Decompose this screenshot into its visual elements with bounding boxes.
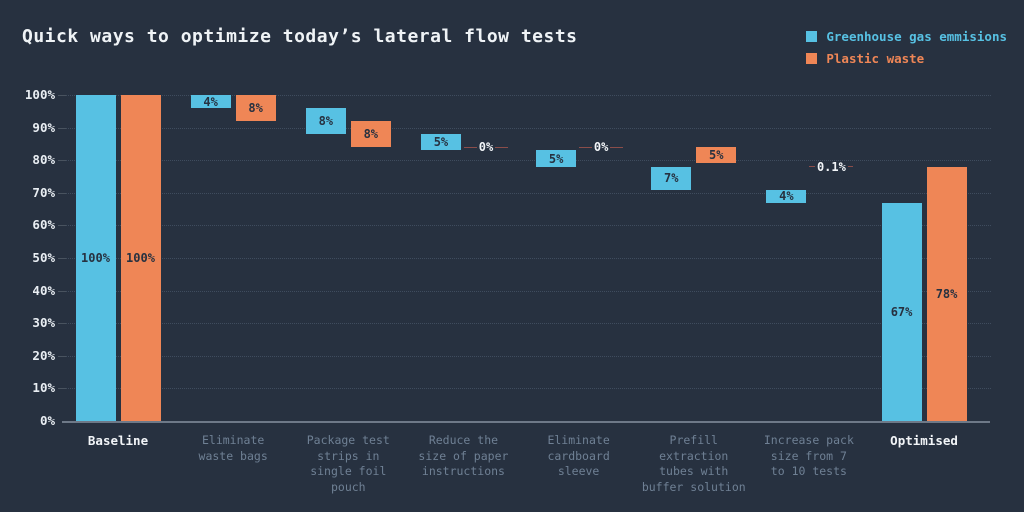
zero-line-segment (495, 146, 508, 148)
zero-line-segment (463, 146, 477, 148)
bar-value-label: 7% (664, 171, 679, 186)
zero-value-label: 0.1% (816, 159, 846, 174)
legend-item-plastic: Plastic waste (806, 51, 924, 66)
category-label: Prefill extraction tubes with buffer soluti… (641, 433, 746, 494)
y-tick-dash (58, 192, 66, 194)
bar-greenhouse: 100% (75, 95, 116, 421)
bar-greenhouse: 7% (651, 166, 692, 190)
y-tick-label: 90% (32, 119, 55, 135)
bar-value-label: 4% (203, 94, 218, 109)
y-tick-label: 20% (32, 347, 55, 363)
bar-greenhouse: 5% (536, 150, 577, 167)
category-label: Increase pack size from 7 to 10 tests (763, 433, 854, 478)
y-tick-dash (58, 127, 66, 129)
y-tick-dash (58, 290, 66, 292)
category-label: Baseline (87, 433, 149, 448)
bar-plastic: 78% (926, 166, 967, 421)
y-grid-line (62, 258, 991, 259)
zero-line-segment (610, 146, 624, 148)
bar-greenhouse: 4% (190, 94, 231, 109)
bar-value-label: 8% (318, 114, 334, 129)
zero-line-segment (579, 146, 592, 148)
y-grid-line (62, 95, 991, 96)
zero-line-segment (809, 166, 815, 168)
category-label: Package test strips in single foil pouch (306, 433, 390, 494)
bar-greenhouse: 5% (420, 134, 461, 151)
category-label: Reduce the size of paper instructions (418, 433, 509, 478)
bar-plastic: 8% (235, 95, 276, 122)
bar-value-label: 8% (248, 101, 263, 116)
bar-plastic: 8% (350, 121, 391, 148)
y-tick-label: 0% (39, 413, 55, 428)
y-tick-label: 70% (32, 184, 55, 200)
bar-greenhouse: 8% (305, 108, 346, 135)
bar-value-label: 5% (548, 151, 564, 166)
x-axis-line (62, 421, 990, 423)
y-grid-line (62, 160, 991, 162)
bar-greenhouse: 67% (881, 202, 922, 421)
y-tick-label: 40% (32, 282, 55, 298)
y-tick-label: 50% (32, 250, 55, 265)
y-tick-label: 10% (32, 380, 55, 396)
legend-item-greenhouse: Greenhouse gas emmisions (806, 29, 1007, 44)
y-grid-line (62, 323, 991, 325)
legend-label: Greenhouse gas emmisions (826, 29, 1007, 44)
legend-swatch (806, 31, 818, 42)
bar-plastic: 5% (696, 147, 737, 164)
chart-title: Quick ways to optimize today’s lateral f… (22, 26, 578, 47)
legend: Greenhouse gas emmisions Plastic waste (806, 29, 1007, 66)
bar-plastic: 100% (120, 95, 161, 421)
bar-value-label: 4% (779, 189, 794, 204)
category-label: Optimised (890, 433, 958, 448)
bar-value-label: 5% (709, 148, 724, 163)
zero-change-marker: 0% (463, 140, 508, 155)
category-label: Eliminate waste bags (198, 433, 268, 463)
y-tick-dash (58, 258, 66, 259)
y-tick-dash (58, 95, 66, 96)
bar-value-label: 5% (433, 135, 449, 150)
category-label: Eliminate cardboard sleeve (547, 433, 610, 478)
y-grid-line (62, 192, 991, 194)
zero-value-label: 0% (593, 140, 609, 155)
y-tick-dash (58, 160, 66, 162)
zero-line-segment (847, 166, 854, 168)
y-tick-label: 80% (32, 152, 55, 168)
y-tick-dash (58, 388, 66, 390)
bar-value-label: 100% (81, 251, 110, 265)
y-tick-label: 60% (32, 217, 55, 233)
y-grid-line (62, 388, 991, 390)
y-tick-dash (58, 225, 66, 227)
zero-change-marker: 0.1% (809, 159, 854, 174)
legend-swatch (806, 53, 818, 64)
y-grid-line (62, 127, 991, 129)
y-grid-line (62, 290, 991, 292)
legend-label: Plastic waste (826, 51, 925, 66)
bar-greenhouse: 4% (766, 189, 807, 204)
zero-value-label: 0% (478, 140, 494, 155)
y-tick-label: 30% (32, 315, 55, 331)
bar-value-label: 78% (935, 286, 958, 301)
y-grid-line (62, 355, 991, 357)
bar-value-label: 67% (890, 304, 913, 319)
y-tick-label: 100% (24, 87, 55, 102)
y-tick-dash (58, 323, 66, 325)
y-grid-line (62, 225, 991, 227)
bar-value-label: 100% (126, 251, 155, 265)
bar-value-label: 8% (363, 127, 379, 142)
zero-change-marker: 0% (579, 140, 624, 155)
y-tick-dash (58, 355, 66, 357)
